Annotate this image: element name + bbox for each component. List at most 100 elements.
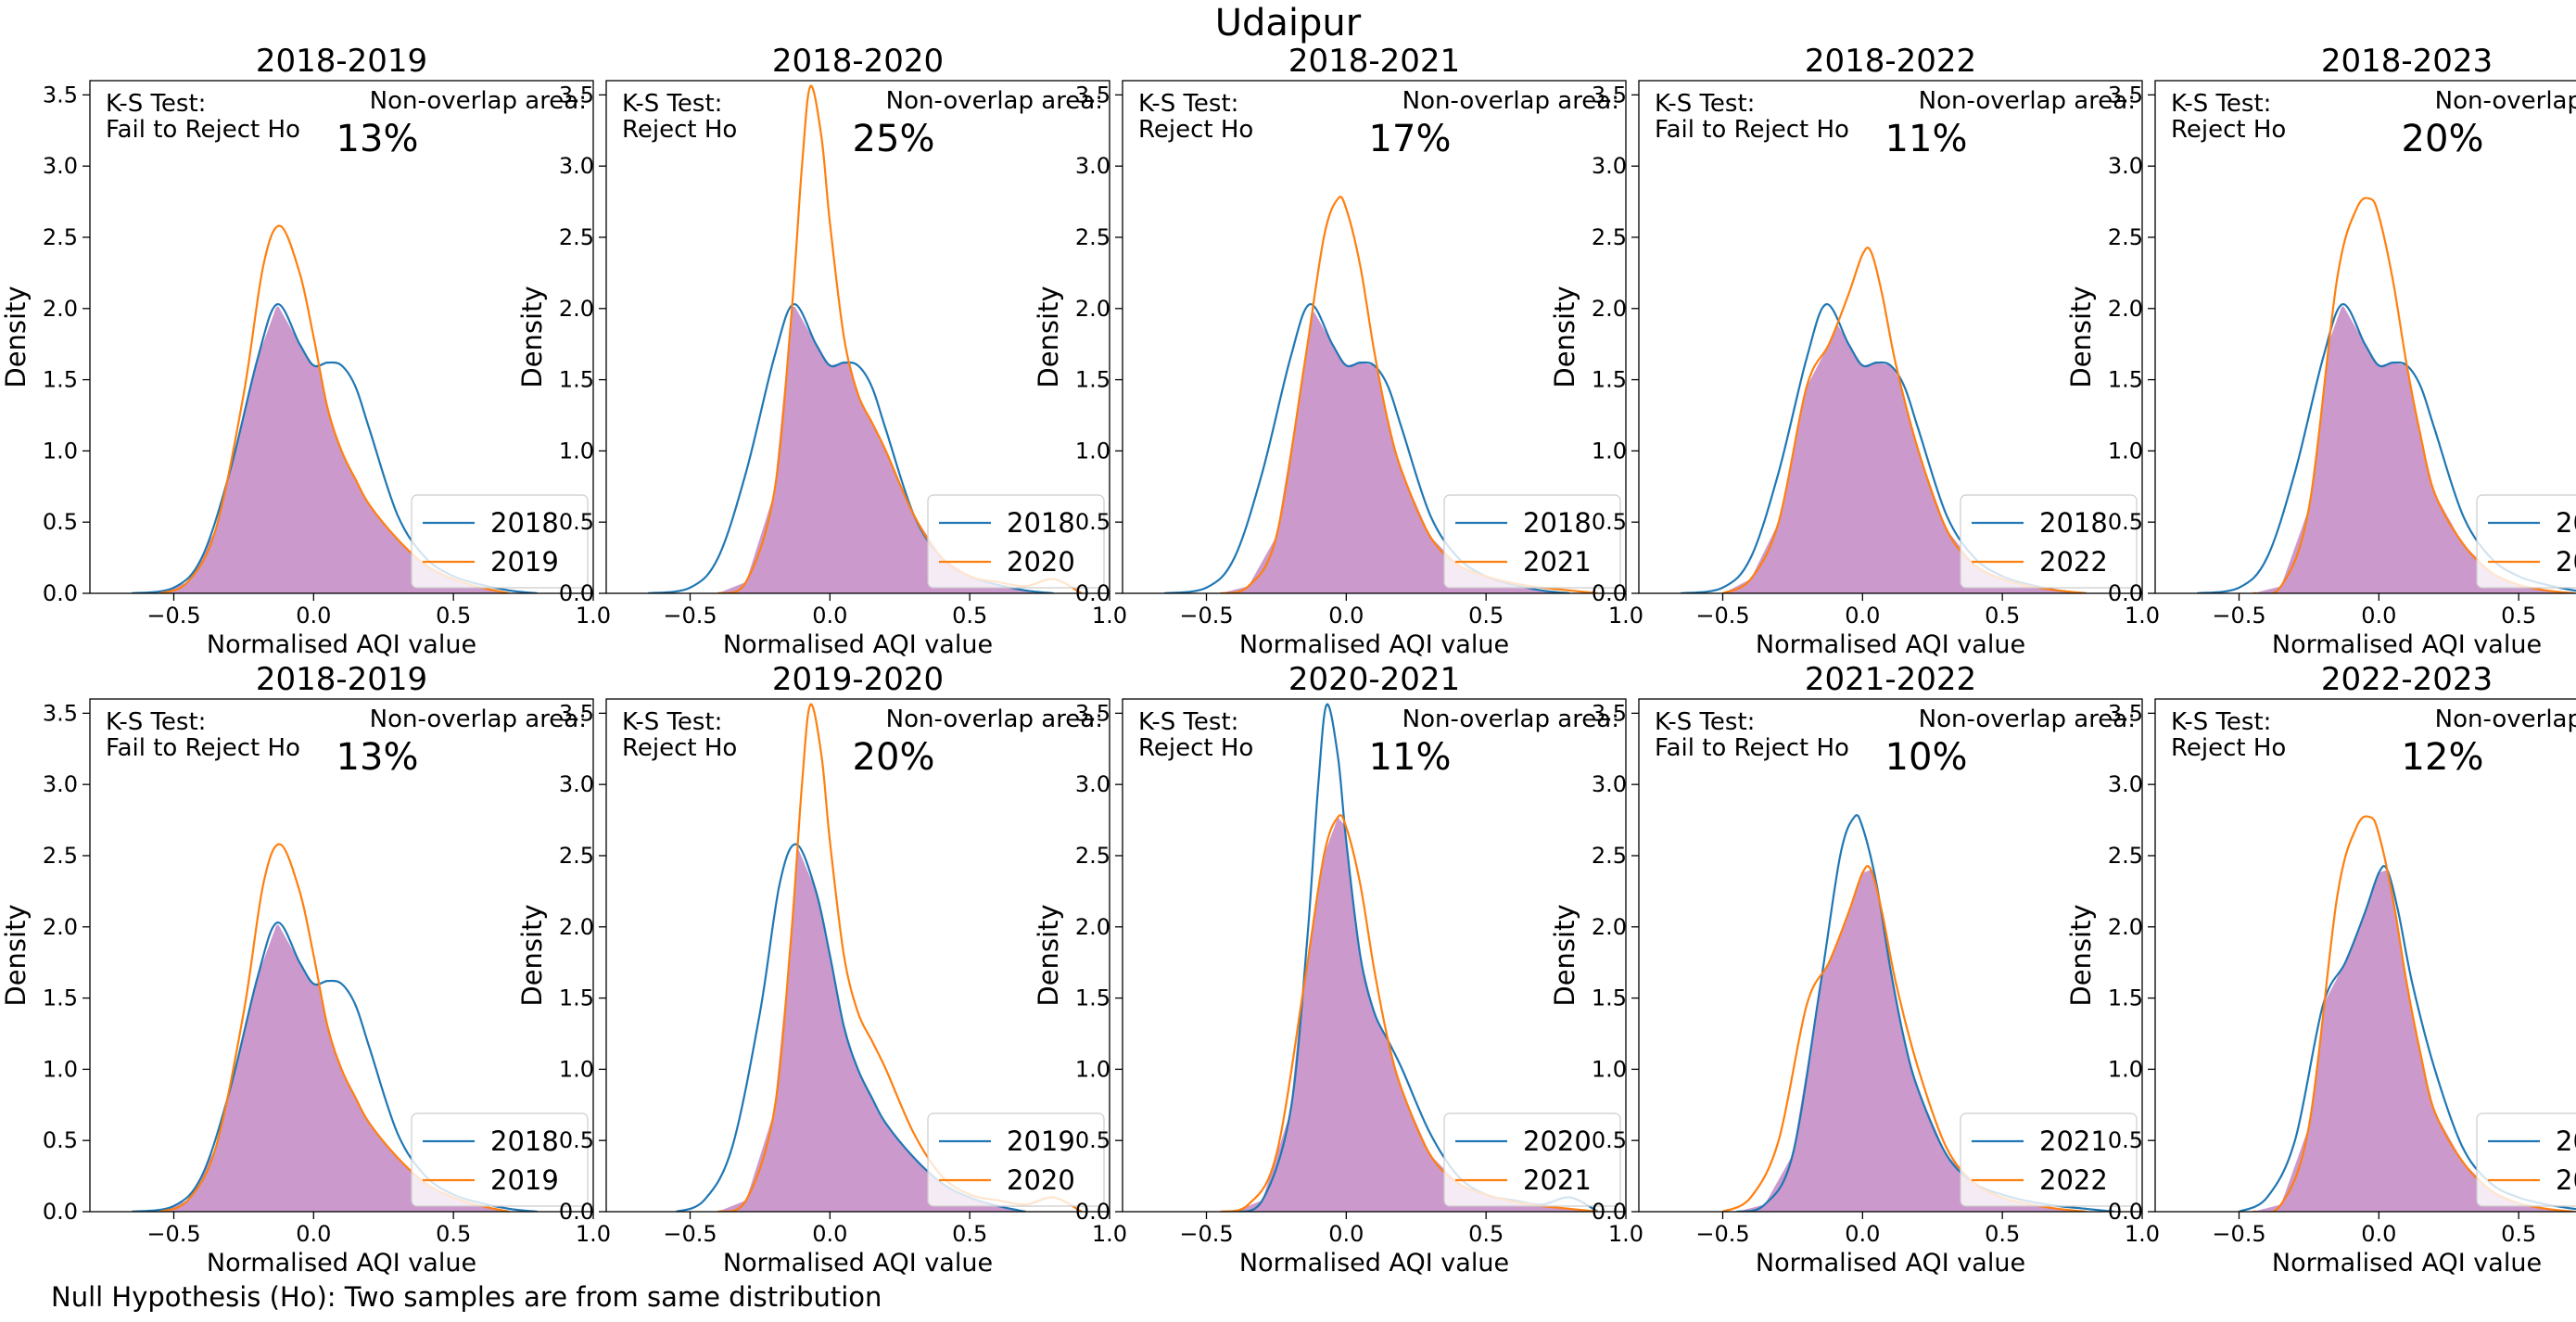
legend-label: 2018 <box>490 507 559 539</box>
nonoverlap-value: 20% <box>2402 118 2484 160</box>
nonoverlap-label: Non-overlap area: <box>370 87 587 115</box>
ks-test-label: K-S Test: <box>1138 708 1238 736</box>
axes-frame <box>605 80 1110 594</box>
overlap-area <box>132 924 538 1212</box>
nonoverlap-label: Non-overlap area: <box>1402 705 1619 733</box>
x-tick-label: −0.5 <box>1179 603 1233 629</box>
y-tick-label: 1.0 <box>559 438 594 464</box>
panel-title: 2018-2022 <box>1805 43 1976 80</box>
y-tick-label: 2.0 <box>1592 914 1627 940</box>
ks-test-result: Reject Ho <box>622 734 737 762</box>
panel-4: −0.5 0.0 0.5 1.00.00.51.01.52.02.53.03.5201… <box>1549 43 2160 659</box>
panel-5: −0.50.00.51.00.00.51.01.52.02.53.03.5201… <box>2065 43 2576 659</box>
y-tick-label: 0.0 <box>43 1199 78 1225</box>
y-tick-label: 2.5 <box>1592 843 1627 869</box>
x-axis-label: Normalised AQI value <box>1756 630 2025 659</box>
legend-label: 2018 <box>2556 507 2576 539</box>
panel-title: 2018-2019 <box>256 661 427 698</box>
panel-title: 2020-2021 <box>1288 661 1460 698</box>
y-tick-label: 0.5 <box>559 509 594 535</box>
y-tick-label: 1.5 <box>559 985 594 1011</box>
ks-test-label: K-S Test: <box>1138 90 1238 118</box>
ks-test-result: Fail to Reject Ho <box>106 116 300 144</box>
ks-test-label: K-S Test: <box>106 708 206 736</box>
y-tick-label: 2.5 <box>2108 843 2143 869</box>
y-tick-label: 1.0 <box>2108 1056 2143 1082</box>
y-axis-label: Density <box>1549 286 1580 388</box>
panel-title: 2018-2019 <box>256 43 427 80</box>
x-tick-label: 0.0 <box>812 1221 847 1247</box>
x-tick-label: 0.5 <box>952 1221 987 1247</box>
x-tick-label: 0.0 <box>812 603 847 629</box>
y-tick-label: 3.0 <box>43 153 78 179</box>
legend: 2018 2022 <box>1960 494 2138 589</box>
y-tick-label: 0.0 <box>559 580 594 606</box>
overlap-area <box>1722 870 2114 1212</box>
panel-title: 2019-2020 <box>772 661 944 698</box>
nonoverlap-label: Non-overlap area: <box>370 705 587 733</box>
ks-test-result: Fail to Reject Ho <box>1655 734 1849 762</box>
x-axis-label: Normalised AQI value <box>1756 1249 2025 1278</box>
ks-test-label: K-S Test: <box>622 90 722 118</box>
nonoverlap-label: Non-overlap area: <box>2435 705 2576 733</box>
y-tick-label: 1.5 <box>1592 985 1627 1011</box>
x-axis-label: Normalised AQI value <box>723 630 993 659</box>
legend-label: 2020 <box>1007 1164 1075 1196</box>
y-tick-label: 1.5 <box>1075 985 1110 1011</box>
y-tick-label: 3.0 <box>559 771 594 797</box>
legend-label: 2021 <box>1523 1164 1592 1196</box>
legend-label: 2018 <box>2039 507 2108 539</box>
panel-9: −0.5 0.0 0.5 1.00.00.51.01.52.02.53.03.5202… <box>1549 661 2160 1278</box>
y-tick-label: 0.0 <box>1592 580 1627 606</box>
y-tick-label: 3.5 <box>43 700 78 726</box>
y-tick-label: 1.5 <box>1592 367 1627 393</box>
y-tick-label: 3.0 <box>1592 153 1627 179</box>
nonoverlap-value: 11% <box>1885 118 1968 160</box>
axes-frame <box>1638 80 2143 594</box>
legend-box <box>2476 494 2576 589</box>
x-tick-label: 0.5 <box>1985 1221 2020 1247</box>
axes-frame <box>1638 698 2143 1213</box>
panel-title: 2018-2023 <box>2321 43 2493 80</box>
ks-test-result: Reject Ho <box>1138 116 1253 144</box>
legend-label: 2018 <box>490 1125 559 1157</box>
ks-test-result: Reject Ho <box>622 116 737 144</box>
ks-test-result: Reject Ho <box>1138 734 1253 762</box>
panel-7: −0.5 0.0 0.5 1.00.00.51.01.52.02.53.03.5201… <box>516 661 1127 1278</box>
x-tick-label: −0.5 <box>1695 603 1749 629</box>
y-axis-label: Density <box>0 904 32 1006</box>
nonoverlap-label: Non-overlap area: <box>2435 87 2576 115</box>
legend-label: 2019 <box>490 546 559 578</box>
legend: 2018 2020 <box>927 494 1105 589</box>
nonoverlap-value: 17% <box>1369 118 1452 160</box>
x-tick-label: −0.5 <box>146 1221 200 1247</box>
nonoverlap-value: 13% <box>336 736 419 779</box>
x-tick-label: 0.5 <box>436 1221 471 1247</box>
y-tick-label: 1.5 <box>559 367 594 393</box>
legend: 2022 2023 <box>2476 1112 2576 1207</box>
panel-3: −0.5 0.0 0.5 1.00.00.51.01.52.02.53.03.5201… <box>1033 43 1643 659</box>
y-tick-label: 1.0 <box>1075 438 1110 464</box>
legend-label: 2022 <box>2556 1125 2576 1157</box>
y-tick-label: 2.5 <box>2108 224 2143 250</box>
y-tick-label: 2.0 <box>1075 296 1110 322</box>
x-tick-label: 1.0 <box>1608 1221 1643 1247</box>
y-axis-label: Density <box>1033 286 1064 388</box>
x-axis-label: Normalised AQI value <box>723 1249 993 1278</box>
legend-label: 2022 <box>2039 1164 2108 1196</box>
y-tick-label: 3.5 <box>1075 82 1110 108</box>
nonoverlap-value: 12% <box>2402 736 2484 779</box>
y-tick-label: 0.5 <box>1592 509 1627 535</box>
ks-test-label: K-S Test: <box>1655 708 1755 736</box>
x-tick-label: 0.5 <box>1985 603 2020 629</box>
x-tick-label: 0.0 <box>2361 603 2396 629</box>
y-axis-label: Density <box>516 904 548 1006</box>
axes-frame <box>2154 80 2576 594</box>
x-tick-label: −0.5 <box>663 603 717 629</box>
x-tick-label: 0.5 <box>1468 1221 1504 1247</box>
x-tick-label: 0.0 <box>296 1221 331 1247</box>
y-tick-label: 2.5 <box>43 843 78 869</box>
y-tick-label: 0.5 <box>1075 1127 1110 1153</box>
y-tick-label: 1.5 <box>43 367 78 393</box>
ks-test-label: K-S Test: <box>106 90 206 118</box>
